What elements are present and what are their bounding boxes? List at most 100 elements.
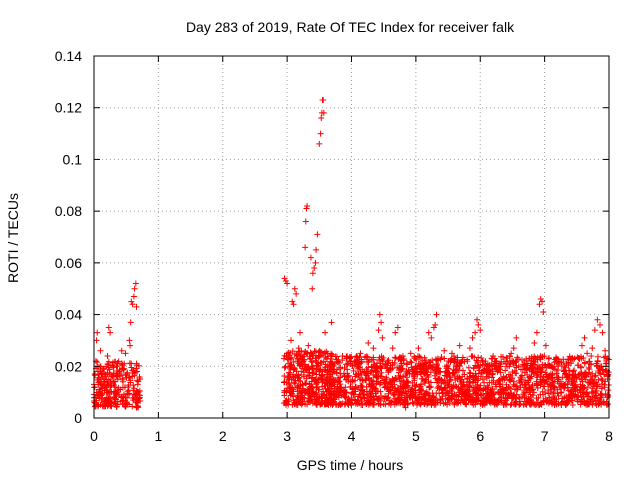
data-point	[449, 395, 456, 402]
data-point	[302, 365, 309, 372]
data-point	[396, 394, 403, 401]
data-point	[114, 401, 121, 408]
data-point	[450, 370, 457, 377]
data-point	[122, 402, 129, 409]
data-point	[574, 396, 581, 403]
data-point	[126, 337, 133, 344]
data-point	[488, 389, 495, 396]
data-point	[424, 366, 431, 373]
data-point	[596, 321, 603, 328]
data-point	[537, 296, 544, 303]
data-point	[532, 366, 539, 373]
data-point	[408, 364, 415, 371]
data-point	[343, 353, 350, 360]
data-point	[343, 376, 350, 383]
data-point	[494, 388, 501, 395]
data-point	[327, 368, 334, 375]
data-point	[412, 368, 419, 375]
data-point	[290, 301, 297, 308]
data-point	[354, 363, 361, 370]
data-point	[318, 115, 325, 122]
data-point	[580, 385, 587, 392]
data-point	[286, 389, 293, 396]
data-point	[100, 365, 107, 372]
data-point	[312, 259, 319, 266]
data-point	[339, 400, 346, 407]
data-point	[305, 342, 312, 349]
data-point	[313, 401, 320, 408]
data-point	[558, 358, 565, 365]
data-point	[341, 364, 348, 371]
data-point	[432, 367, 439, 374]
data-point	[301, 389, 308, 396]
data-point	[475, 321, 482, 328]
data-point	[92, 372, 99, 379]
data-point	[435, 375, 442, 382]
data-point	[328, 319, 335, 326]
data-point	[118, 347, 125, 354]
data-point	[561, 385, 568, 392]
data-point	[295, 382, 302, 389]
y-axis-label: ROTI / TECUs	[5, 193, 21, 283]
data-point	[96, 386, 103, 393]
data-point	[308, 363, 315, 370]
data-point	[94, 329, 101, 336]
data-point	[594, 383, 601, 390]
data-point	[425, 362, 432, 369]
data-point	[416, 353, 423, 360]
data-point	[327, 359, 334, 366]
data-point	[547, 397, 554, 404]
data-point	[107, 380, 114, 387]
data-point	[471, 354, 478, 361]
data-point	[559, 374, 566, 381]
data-point	[521, 369, 528, 376]
data-point	[135, 389, 142, 396]
data-point	[281, 364, 288, 371]
data-point	[527, 373, 534, 380]
y-tick-label: 0	[74, 410, 82, 426]
data-point	[421, 366, 428, 373]
data-point	[417, 387, 424, 394]
data-point	[465, 388, 472, 395]
data-point	[330, 366, 337, 373]
data-point	[396, 388, 403, 395]
data-point	[105, 360, 112, 367]
data-point	[421, 391, 428, 398]
data-point	[566, 353, 573, 360]
data-point	[549, 377, 556, 384]
data-point	[311, 378, 318, 385]
data-point	[365, 364, 372, 371]
data-point	[350, 367, 357, 374]
data-point	[477, 382, 484, 389]
data-point	[131, 385, 138, 392]
data-point	[397, 373, 404, 380]
data-point	[98, 370, 105, 377]
data-point	[365, 340, 372, 347]
data-point	[324, 350, 331, 357]
data-point	[474, 316, 481, 323]
data-point	[331, 360, 338, 367]
data-point	[473, 357, 480, 364]
data-point	[283, 387, 290, 394]
data-point	[578, 364, 585, 371]
data-point	[417, 354, 424, 361]
data-point	[415, 345, 422, 352]
data-point	[558, 362, 565, 369]
data-point	[300, 358, 307, 365]
data-point	[406, 370, 413, 377]
data-point	[539, 298, 546, 305]
chart-title: Day 283 of 2019, Rate Of TEC Index for r…	[186, 19, 515, 35]
data-point	[581, 334, 588, 341]
data-point	[409, 386, 416, 393]
data-point	[513, 391, 520, 398]
data-point	[289, 401, 296, 408]
data-point	[323, 397, 330, 404]
data-point	[521, 361, 528, 368]
data-point	[130, 367, 137, 374]
data-point	[550, 383, 557, 390]
data-point	[128, 360, 135, 367]
data-point	[370, 345, 377, 352]
data-point	[586, 396, 593, 403]
data-point	[400, 399, 406, 406]
